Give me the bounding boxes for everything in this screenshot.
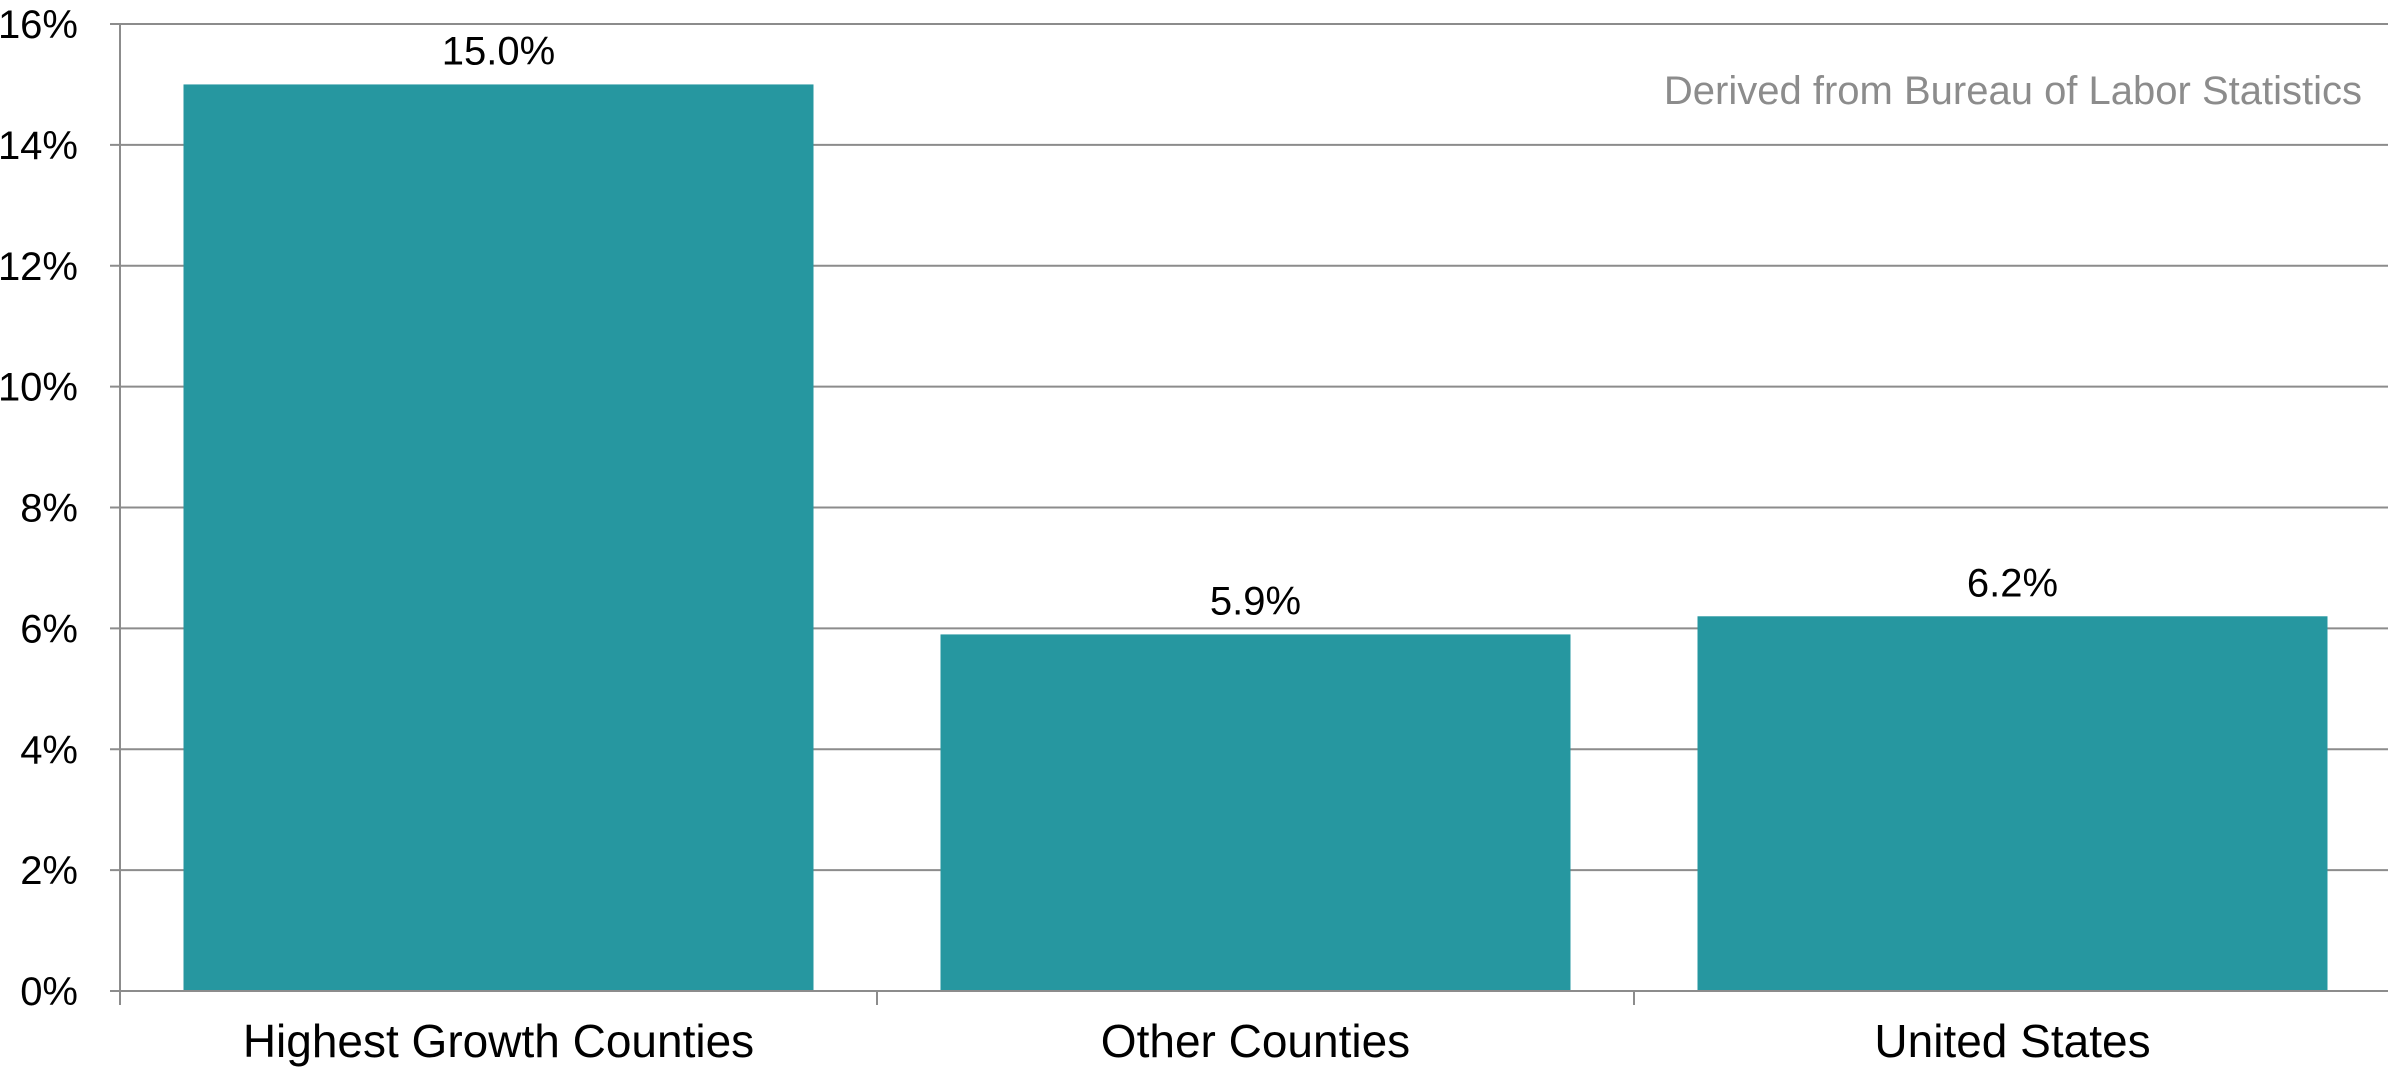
bars: [183, 84, 2328, 991]
y-tick-label: 0%: [20, 970, 78, 1014]
x-tick-label: Other Counties: [1101, 1015, 1410, 1067]
y-tick-label: 10%: [0, 366, 78, 410]
data-label: 15.0%: [442, 29, 555, 73]
labels: 0% 2% 4% 6% 8% 10% 12% 14% 16% 15.0% Highest Growt…: [0, 3, 2151, 1067]
source-annotation: Derived from Bureau of Labor Statistics: [1664, 69, 2362, 113]
y-tick-label: 14%: [0, 124, 78, 168]
y-tick-label: 6%: [20, 607, 78, 651]
y-tick-label: 2%: [20, 849, 78, 893]
y-tick-label: 4%: [20, 728, 78, 772]
axes: [110, 23, 2388, 1005]
bar: [183, 84, 814, 991]
x-tick-label: Highest Growth Counties: [243, 1015, 754, 1067]
data-label: 6.2%: [1967, 561, 2058, 605]
bar: [1697, 616, 2328, 991]
data-label: 5.9%: [1210, 579, 1301, 623]
y-tick-label: 12%: [0, 245, 78, 289]
y-tick-label: 16%: [0, 3, 78, 47]
x-tick-label: United States: [1874, 1015, 2150, 1067]
bar: [940, 634, 1571, 991]
y-tick-label: 8%: [20, 487, 78, 531]
